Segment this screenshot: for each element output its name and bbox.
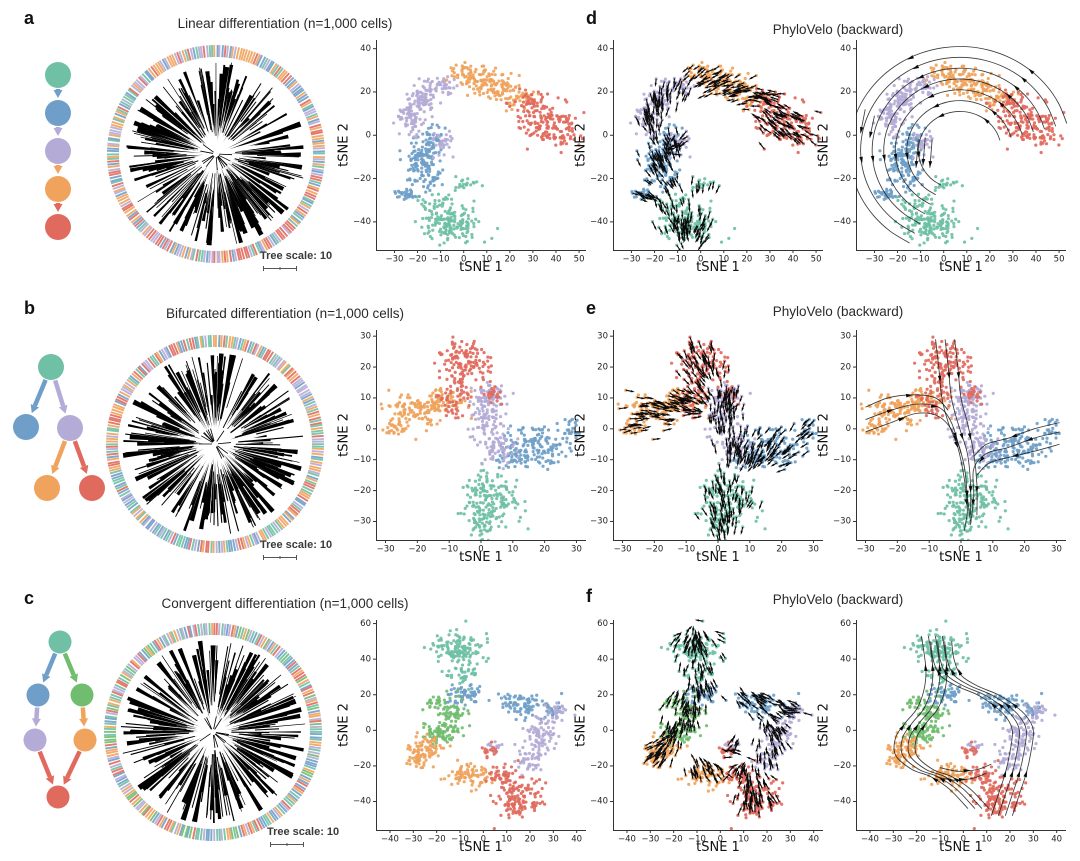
x-axis-label: tSNE 1 bbox=[696, 550, 740, 565]
panel-c-letter: c bbox=[24, 588, 35, 608]
panel-b-letter: b bbox=[24, 298, 35, 318]
tree-scale-bar bbox=[263, 266, 297, 272]
panel-d-letter: d bbox=[586, 8, 597, 28]
x-axis-label: tSNE 1 bbox=[939, 550, 983, 565]
tsne-scatter-canvas bbox=[338, 318, 590, 570]
tree-scale-bar bbox=[263, 555, 297, 561]
tsne-velocity-canvas bbox=[575, 28, 827, 280]
y-axis-label: tSNE 2 bbox=[336, 123, 352, 167]
y-axis-label: tSNE 2 bbox=[816, 413, 832, 457]
panel-e-title: PhyloVelo (backward) bbox=[772, 304, 904, 319]
x-axis-label: tSNE 1 bbox=[696, 840, 740, 855]
y-axis-label: tSNE 2 bbox=[336, 413, 352, 457]
tsne-plot-e-velocity: tSNE 1 tSNE 2 bbox=[573, 318, 827, 570]
panel-c-title: Convergent differentiation (n=1,000 cell… bbox=[161, 596, 409, 611]
x-axis-label: tSNE 1 bbox=[696, 260, 740, 275]
tsne-streamline-canvas bbox=[818, 28, 1070, 280]
y-axis-label: tSNE 2 bbox=[573, 123, 589, 167]
tree-scale-label: Tree scale: 10 bbox=[267, 826, 340, 838]
lineage-diagram-bifurcated bbox=[13, 354, 105, 501]
tsne-plot-c: tSNE 1 tSNE 2 bbox=[336, 608, 590, 860]
tsne-scatter-canvas bbox=[338, 608, 590, 860]
x-axis-label: tSNE 1 bbox=[939, 260, 983, 275]
tsne-streamline-canvas bbox=[818, 318, 1070, 570]
lineage-diagram-convergent bbox=[23, 630, 97, 809]
phylogenetic-tree-canvas bbox=[103, 622, 323, 842]
tsne-velocity-canvas bbox=[575, 318, 827, 570]
y-axis-label: tSNE 2 bbox=[336, 703, 352, 747]
lineage-diagram-linear bbox=[45, 62, 71, 240]
x-axis-label: tSNE 1 bbox=[459, 840, 503, 855]
y-axis-label: tSNE 2 bbox=[573, 413, 589, 457]
panel-f-title: PhyloVelo (backward) bbox=[772, 592, 904, 607]
panel-f-letter: f bbox=[586, 586, 592, 606]
y-axis-label: tSNE 2 bbox=[573, 703, 589, 747]
panel-a-title: Linear differentiation (n=1,000 cells) bbox=[177, 16, 393, 31]
tsne-plot-d-velocity: tSNE 1 tSNE 2 bbox=[573, 28, 827, 280]
x-axis-label: tSNE 1 bbox=[459, 260, 503, 275]
tsne-scatter-canvas bbox=[338, 28, 590, 280]
tsne-plot-a: tSNE 1 tSNE 2 bbox=[336, 28, 590, 280]
phylogenetic-tree-canvas bbox=[105, 334, 325, 554]
tsne-plot-e-streamlines: tSNE 1 tSNE 2 bbox=[816, 318, 1070, 570]
panel-b-title: Bifurcated differentiation (n=1,000 cell… bbox=[165, 306, 405, 321]
tsne-plot-d-streamlines: tSNE 1 tSNE 2 bbox=[816, 28, 1070, 280]
y-axis-label: tSNE 2 bbox=[816, 703, 832, 747]
tree-scale-bar bbox=[270, 842, 304, 848]
tsne-plot-b: tSNE 1 tSNE 2 bbox=[336, 318, 590, 570]
tsne-plot-f-velocity: tSNE 1 tSNE 2 bbox=[573, 608, 827, 860]
tsne-velocity-canvas bbox=[575, 608, 827, 860]
x-axis-label: tSNE 1 bbox=[459, 550, 503, 565]
panel-e-letter: e bbox=[586, 298, 597, 318]
x-axis-label: tSNE 1 bbox=[939, 840, 983, 855]
panel-a-letter: a bbox=[24, 8, 35, 28]
tsne-streamline-canvas bbox=[818, 608, 1070, 860]
y-axis-label: tSNE 2 bbox=[816, 123, 832, 167]
tree-scale-label: Tree scale: 10 bbox=[260, 539, 333, 551]
tree-scale-label: Tree scale: 10 bbox=[260, 250, 333, 262]
phylogenetic-tree-canvas bbox=[106, 44, 326, 264]
tsne-plot-f-streamlines: tSNE 1 tSNE 2 bbox=[816, 608, 1070, 860]
